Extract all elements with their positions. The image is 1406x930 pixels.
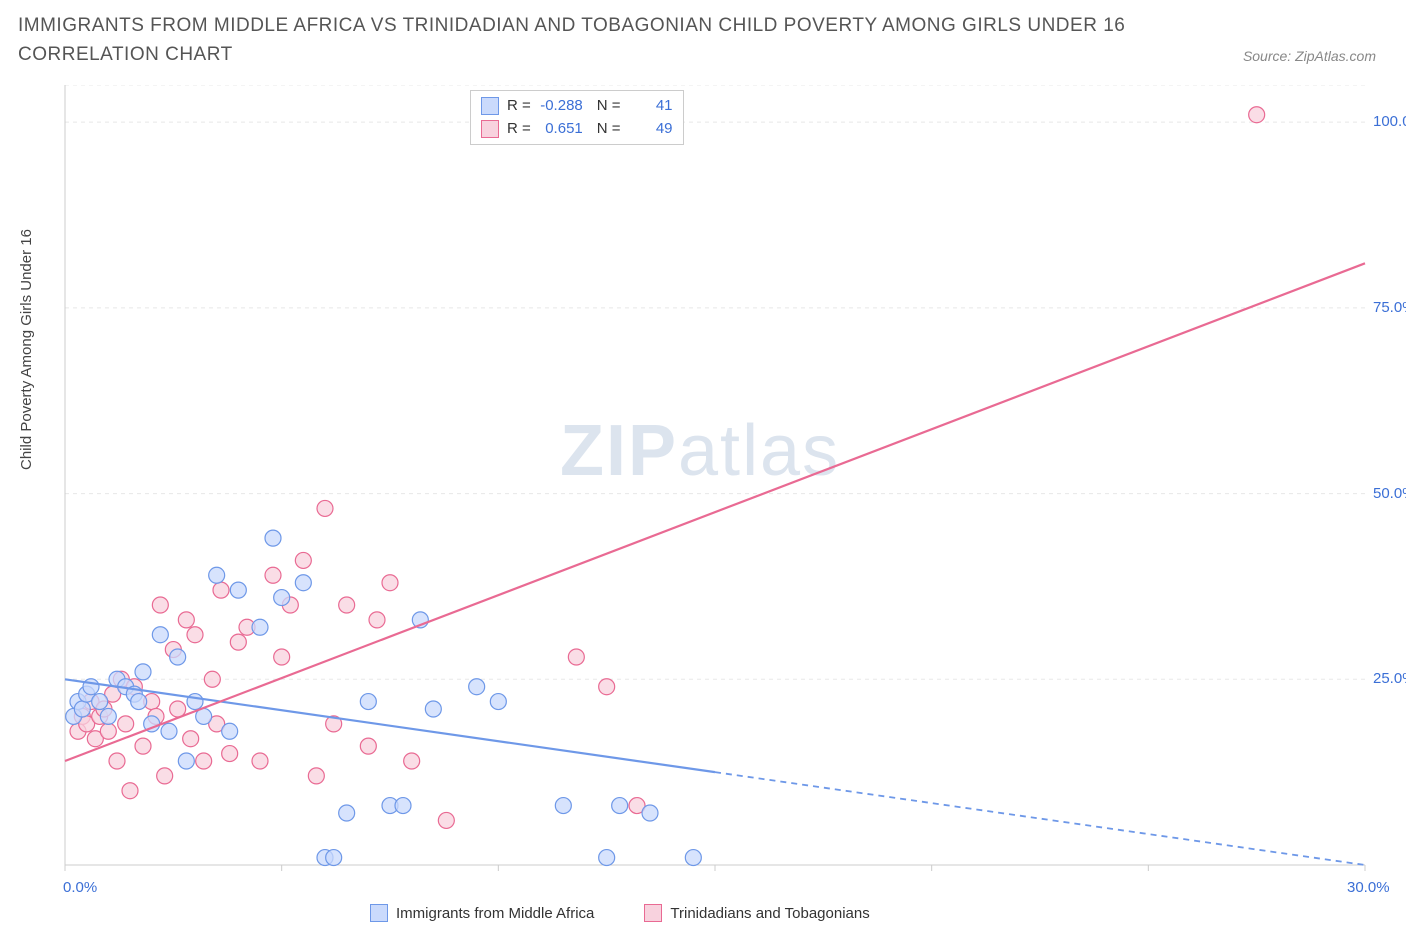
y-tick-label: 50.0% xyxy=(1373,485,1406,502)
legend-row-series-1: R = 0.651 N = 49 xyxy=(481,118,673,141)
x-axis-max-label: 30.0% xyxy=(1347,879,1390,896)
r-value-0: -0.288 xyxy=(539,95,583,118)
r-value-1: 0.651 xyxy=(539,118,583,141)
legend-row-series-0: R = -0.288 N = 41 xyxy=(481,95,673,118)
n-value-1: 49 xyxy=(629,118,673,141)
legend-item-1: Trinidadians and Tobagonians xyxy=(644,904,869,922)
legend-label-1: Trinidadians and Tobagonians xyxy=(670,905,869,922)
legend-swatch-0 xyxy=(481,97,499,115)
legend-swatch-1 xyxy=(481,120,499,138)
legend-swatch-1-bottom xyxy=(644,904,662,922)
y-tick-label: 75.0% xyxy=(1373,299,1406,316)
n-label: N = xyxy=(597,118,621,141)
n-value-0: 41 xyxy=(629,95,673,118)
source-attribution: Source: ZipAtlas.com xyxy=(1243,48,1376,64)
y-tick-label: 100.0% xyxy=(1373,113,1406,130)
legend-label-0: Immigrants from Middle Africa xyxy=(396,905,594,922)
x-axis-min-label: 0.0% xyxy=(63,879,97,896)
legend-swatch-0-bottom xyxy=(370,904,388,922)
n-label: N = xyxy=(597,95,621,118)
legend-item-0: Immigrants from Middle Africa xyxy=(370,904,594,922)
series-legend: Immigrants from Middle Africa Trinidadia… xyxy=(370,904,870,922)
r-label: R = xyxy=(507,118,531,141)
r-label: R = xyxy=(507,95,531,118)
correlation-legend: R = -0.288 N = 41 R = 0.651 N = 49 xyxy=(470,90,684,145)
scatter-chart xyxy=(60,85,1380,885)
chart-area xyxy=(60,85,1380,885)
chart-title: IMMIGRANTS FROM MIDDLE AFRICA VS TRINIDA… xyxy=(18,12,1126,69)
y-axis-label: Child Poverty Among Girls Under 16 xyxy=(18,229,35,470)
y-tick-label: 25.0% xyxy=(1373,670,1406,687)
